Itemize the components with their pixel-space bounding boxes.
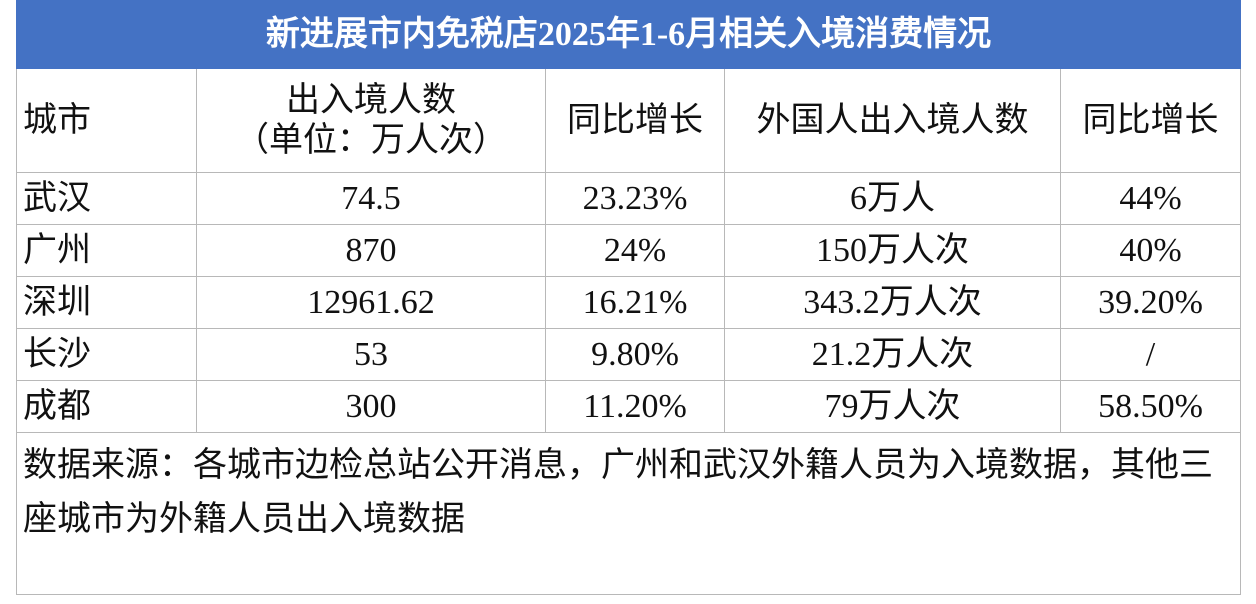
value-cell: 16.21%: [545, 276, 725, 329]
value-cell: 40%: [1059, 224, 1242, 277]
data-row: 广州 870 24% 150万人次 40%: [16, 224, 1242, 277]
city-cell: 武汉: [16, 172, 197, 225]
header-row: 城市 出入境人数 （单位：万人次） 同比增长 外国人出入境人数 同比增长: [16, 68, 1242, 173]
header-line: 出入境人数: [286, 81, 456, 119]
value-cell: 53: [196, 328, 546, 381]
header-line: （单位：万人次）: [235, 121, 507, 159]
city-cell: 成都: [16, 380, 197, 433]
header-cell: 出入境人数 （单位：万人次）: [196, 68, 546, 173]
value-cell: /: [1059, 328, 1242, 381]
city-cell: 广州: [16, 224, 197, 277]
header-cell: 城市: [16, 68, 197, 173]
value-cell: 39.20%: [1059, 276, 1242, 329]
title-row: 新进展市内免税店2025年1-6月相关入境消费情况: [15, 0, 1242, 69]
footnote-row: 数据来源：各城市边检总站公开消息，广州和武汉外籍人员为入境数据，其他三座城市为外…: [15, 432, 1242, 595]
value-cell: 44%: [1059, 172, 1242, 225]
city-cell: 深圳: [16, 276, 197, 329]
value-cell: 21.2万人次: [724, 328, 1061, 381]
header-cell: 同比增长: [545, 68, 725, 173]
value-cell: 150万人次: [724, 224, 1061, 277]
value-cell: 23.23%: [545, 172, 725, 225]
data-table: 新进展市内免税店2025年1-6月相关入境消费情况城市 出入境人数 （单位：万人次）…: [15, 0, 1242, 595]
table-title: 新进展市内免税店2025年1-6月相关入境消费情况: [15, 0, 1242, 69]
header-cell: 同比增长: [1059, 68, 1242, 173]
value-cell: 74.5: [196, 172, 546, 225]
footnote: 数据来源：各城市边检总站公开消息，广州和武汉外籍人员为入境数据，其他三座城市为外…: [15, 432, 1242, 595]
data-row: 深圳 12961.62 16.21% 343.2万人次 39.20%: [16, 276, 1242, 329]
header-line: 外国人出入境人数: [756, 101, 1029, 139]
table-body: 新进展市内免税店2025年1-6月相关入境消费情况城市 出入境人数 （单位：万人次）…: [15, 0, 1242, 595]
city-cell: 长沙: [16, 328, 197, 381]
value-cell: 58.50%: [1059, 380, 1242, 433]
value-cell: 300: [196, 380, 546, 433]
value-cell: 870: [196, 224, 546, 277]
header-cell: 外国人出入境人数: [724, 68, 1061, 173]
value-cell: 343.2万人次: [724, 276, 1061, 329]
value-cell: 9.80%: [545, 328, 725, 381]
value-cell: 24%: [545, 224, 725, 277]
data-row: 长沙 53 9.80% 21.2万人次 /: [16, 328, 1242, 381]
data-row: 武汉 74.5 23.23% 6万人 44%: [16, 172, 1242, 225]
value-cell: 11.20%: [545, 380, 725, 433]
header-line: 城市: [23, 101, 91, 139]
value-cell: 79万人次: [724, 380, 1061, 433]
data-row: 成都 300 11.20% 79万人次 58.50%: [16, 380, 1242, 433]
header-line: 同比增长: [567, 101, 703, 139]
value-cell: 6万人: [724, 172, 1061, 225]
value-cell: 12961.62: [196, 276, 546, 329]
header-line: 同比增长: [1082, 101, 1219, 139]
